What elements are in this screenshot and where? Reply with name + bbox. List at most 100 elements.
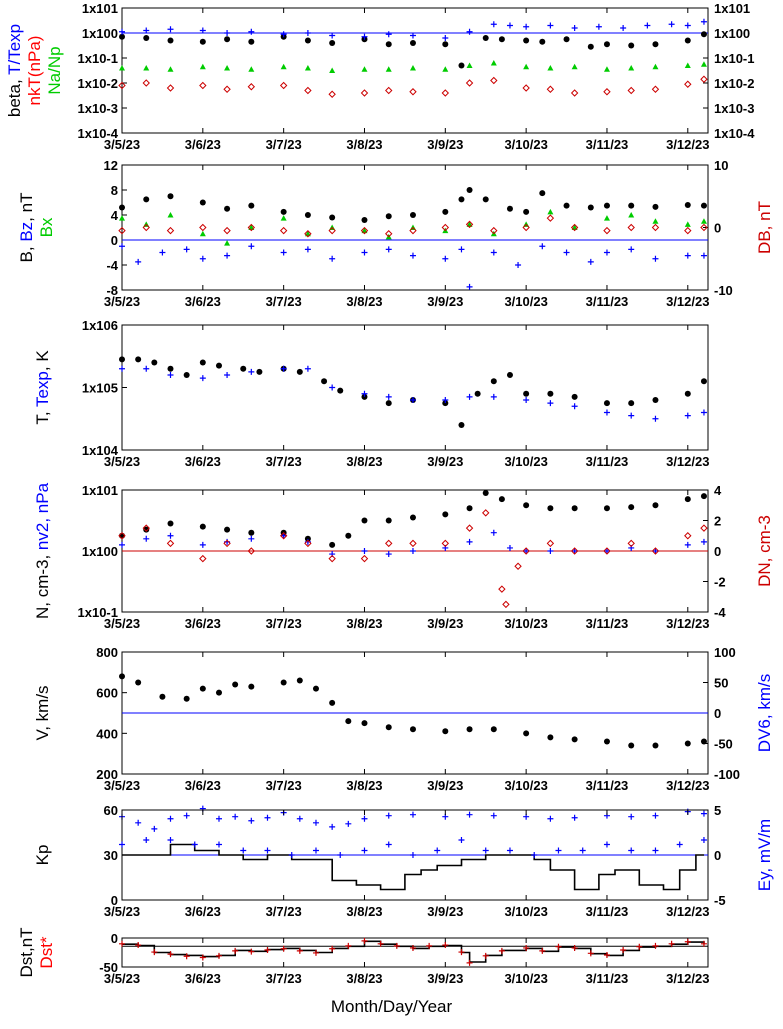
series-diamond [118,509,708,609]
data-point [143,196,150,203]
data-point [118,532,126,540]
data-point [248,38,255,45]
data-point [490,60,497,66]
data-point [579,847,586,854]
y-axis-label: Kp [33,845,52,866]
data-point [248,817,255,824]
data-point [280,945,287,952]
data-point [498,36,505,43]
data-point [684,740,691,747]
y-axis-label-part: Kp [33,845,52,866]
data-point [482,490,489,497]
data-point [215,815,222,822]
y2-tick-label: 4 [714,483,722,498]
data-point [563,202,570,209]
data-point [595,23,602,30]
data-point [652,41,659,48]
data-point [441,89,450,97]
x-tick-label: 3/10/23 [504,778,547,793]
data-point [361,815,368,822]
data-point [119,33,125,40]
data-point [119,541,125,548]
data-point [224,205,231,212]
data-point [151,825,158,832]
x-tick-label: 3/7/23 [266,904,302,919]
x-tick-label: 3/12/23 [666,971,709,986]
data-point [409,944,416,951]
data-point [628,400,635,407]
data-point [167,520,174,527]
data-point [627,223,635,232]
y-axis-label-part: nv2, nPa [33,482,52,550]
x-tick-label: 3/6/23 [185,971,221,986]
data-point [546,539,555,548]
data-point [385,86,393,95]
data-point [337,387,344,394]
data-point [466,538,473,545]
data-point [119,28,125,35]
data-point [603,400,610,407]
data-point [547,65,554,71]
data-point [167,365,174,372]
data-point [224,30,231,36]
data-point [304,539,312,548]
data-point [385,31,392,38]
y-axis-label-part: T/Texp [5,24,24,75]
data-point [232,947,239,954]
data-point [465,524,474,532]
data-point [547,390,554,397]
x-tick-label: 3/11/23 [586,294,629,309]
data-point [361,33,368,40]
data-point [232,813,239,820]
data-point [587,258,594,265]
data-point [684,37,691,44]
data-point [652,502,659,509]
y-tick-label: 1x10-1 [78,51,118,66]
data-point [183,812,190,819]
data-point [119,673,125,680]
data-point [571,505,578,512]
data-point [167,372,174,378]
y-axis-label: Bx [37,217,56,237]
data-point [312,819,319,826]
data-point [329,699,336,706]
y-tick-label: 600 [96,686,118,701]
data-point [385,841,392,848]
data-point [119,940,125,947]
data-point [603,41,610,48]
data-point [603,215,610,221]
data-point [466,505,473,512]
data-point [684,390,691,397]
data-point [547,505,554,512]
y2-tick-label: 1x10-3 [714,101,754,116]
series-cross [119,837,707,858]
data-point [700,378,707,385]
x-tick-label: 3/8/23 [346,778,382,793]
data-point [151,359,158,366]
data-point [458,949,465,956]
y-axis-label-part: Na/Np [45,46,64,94]
y-tick-label: -8 [106,283,118,298]
y-tick-label: 1x100 [82,26,118,41]
y-axis-label: V, km/s [33,685,52,740]
data-point [224,36,231,43]
y2-tick-label: -10 [714,283,733,298]
x-tick-label: 3/11/23 [586,904,629,919]
x-tick-label: 3/12/23 [666,616,709,631]
data-point [571,814,578,821]
data-point [684,202,691,208]
series-cross [119,529,707,558]
data-point [247,83,256,91]
data-point [515,262,522,268]
data-point [700,75,708,83]
y-tick-label: 1x10-2 [78,76,118,91]
series-cross [119,937,707,966]
data-point [668,21,675,28]
x-tick-label: 3/9/23 [427,294,463,309]
data-point [442,728,449,735]
data-point [329,32,336,39]
data-point [563,249,570,256]
data-point [256,368,263,375]
data-point [522,84,530,92]
data-point [652,548,659,554]
